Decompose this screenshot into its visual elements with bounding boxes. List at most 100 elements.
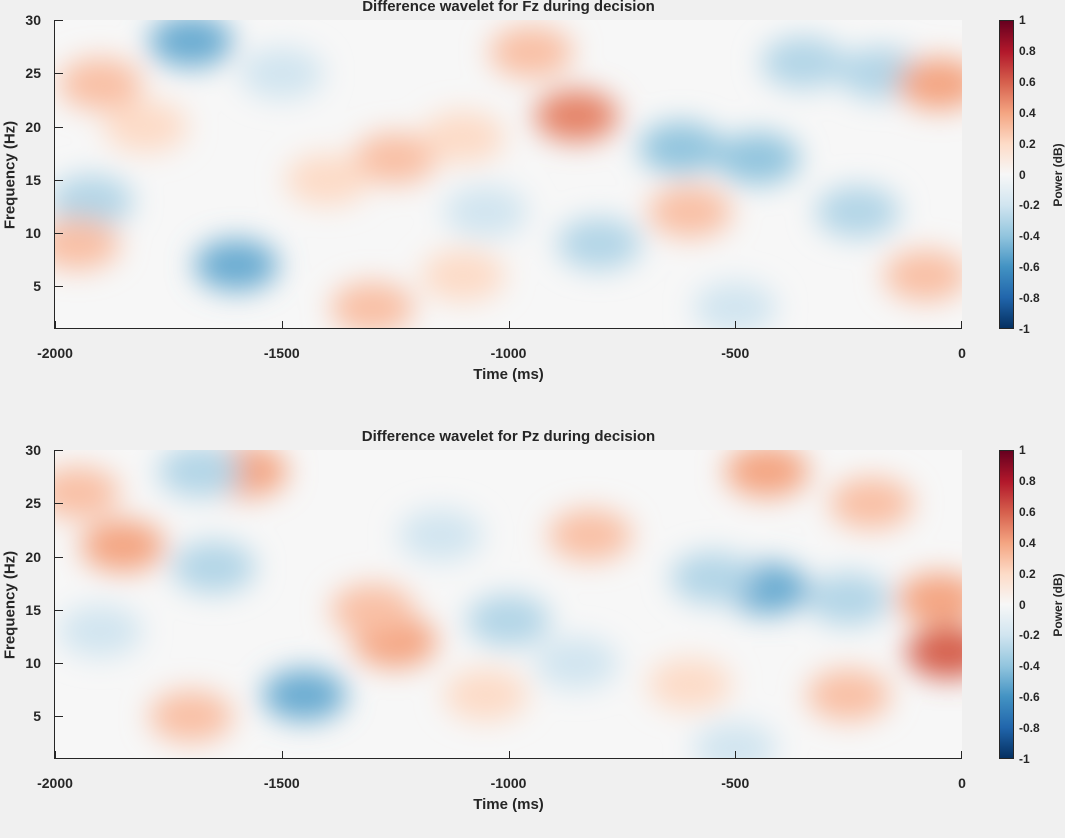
- x-tick-label: -2000: [37, 775, 73, 791]
- colorbar-tick-label: 0: [1019, 167, 1026, 182]
- x-tick-label: -1000: [490, 345, 527, 361]
- x-tick: [735, 751, 737, 759]
- heatmap-blob: [883, 249, 962, 302]
- chart-panel-pz: Difference wavelet for Pz during decisio…: [0, 428, 1065, 838]
- x-tick-label: 0: [958, 775, 966, 791]
- heatmap-blob: [55, 175, 134, 228]
- heatmap-blob: [906, 626, 962, 679]
- heatmap-blob: [489, 25, 574, 78]
- y-tick-label: 25: [25, 495, 41, 512]
- y-axis-label: Frequency (Hz): [1, 550, 19, 660]
- y-tick-label: 10: [25, 655, 41, 672]
- colorbar-tick-label: -0.2: [1019, 198, 1040, 213]
- x-tick-label: -1000: [490, 775, 527, 791]
- colorbar-tick-label: -0.4: [1019, 229, 1040, 244]
- x-tick: [961, 751, 962, 759]
- heatmap-blob: [761, 36, 846, 89]
- heatmap-blob: [693, 281, 778, 329]
- x-axis-label: Time (ms): [473, 796, 544, 813]
- heatmap-blob: [638, 121, 723, 174]
- heatmap-blob: [670, 551, 755, 604]
- heatmap-blob: [398, 509, 483, 562]
- x-tick-label: -1500: [263, 345, 300, 361]
- colorbar-tick-label: -0.6: [1019, 690, 1040, 705]
- colorbar-label: Power (dB): [1051, 573, 1065, 637]
- heatmap-blob: [897, 57, 962, 110]
- heatmap-blob: [421, 111, 506, 164]
- y-tick-label: 5: [33, 278, 41, 295]
- x-tick-label: -500: [721, 775, 750, 791]
- y-tick: [55, 503, 63, 505]
- x-axis-label: Time (ms): [473, 366, 544, 383]
- colorbar-tick-label: 0.8: [1019, 43, 1036, 58]
- x-tick: [281, 751, 283, 759]
- x-tick: [961, 321, 962, 329]
- colorbar-tick-label: 0.6: [1019, 74, 1036, 89]
- heatmap-blob: [58, 57, 143, 110]
- heatmap-blob: [829, 477, 914, 530]
- y-tick-label: 15: [25, 601, 41, 618]
- colorbar-label: Power (dB): [1051, 143, 1065, 207]
- plot-area: [55, 20, 962, 329]
- y-tick-label: 15: [25, 171, 41, 188]
- y-tick-label: 5: [33, 708, 41, 725]
- colorbar-tick-label: 0.4: [1019, 535, 1036, 550]
- heatmap-blob: [815, 185, 900, 238]
- heatmap-blob: [693, 722, 778, 759]
- x-tick: [55, 751, 56, 759]
- x-tick: [55, 321, 56, 329]
- heatmap-blob: [647, 658, 732, 711]
- chart-panel-fz: Difference wavelet for Fz during decisio…: [0, 0, 1065, 408]
- heatmap-blob: [443, 669, 528, 722]
- x-tick: [735, 321, 737, 329]
- y-tick: [55, 450, 63, 451]
- y-tick-label: 20: [25, 118, 41, 135]
- x-tick: [281, 321, 283, 329]
- y-tick-label: 30: [25, 442, 41, 458]
- colorbar-tick-label: -0.2: [1019, 628, 1040, 643]
- chart-title: Difference wavelet for Pz during decisio…: [361, 428, 656, 445]
- heatmap-blob: [239, 47, 324, 100]
- colorbar-tick-label: 0.4: [1019, 105, 1036, 120]
- y-tick: [55, 716, 63, 718]
- colorbar-tick-label: -0.8: [1019, 721, 1040, 736]
- y-tick: [55, 126, 63, 128]
- colorbar-tick-label: -1: [1019, 322, 1030, 336]
- x-tick-label: -1500: [263, 775, 300, 791]
- plot-area: [55, 450, 962, 759]
- colorbar-tick-label: -0.6: [1019, 260, 1040, 275]
- colorbar-tick-label: 0: [1019, 597, 1026, 612]
- heatmap-blob: [647, 185, 732, 238]
- heatmap-blob: [806, 669, 891, 722]
- colorbar-tick-label: -0.8: [1019, 291, 1040, 306]
- heatmap-blob: [149, 690, 234, 743]
- colorbar: [999, 20, 1014, 329]
- heatmap-blob: [557, 217, 642, 270]
- y-tick-label: 20: [25, 548, 41, 565]
- colorbar-tick-label: 0.2: [1019, 566, 1036, 581]
- heatmap-blob: [421, 249, 506, 302]
- heatmap-blob: [58, 605, 143, 658]
- heatmap-blob: [466, 594, 551, 647]
- colorbar-tick-label: 0.2: [1019, 136, 1036, 151]
- colorbar-tick-label: 0.6: [1019, 504, 1036, 519]
- heatmap-blob: [285, 153, 370, 206]
- heatmap-blob: [81, 519, 166, 572]
- y-tick: [55, 73, 63, 75]
- y-tick: [55, 179, 63, 181]
- chart-title: Difference wavelet for Fz during decisio…: [362, 0, 655, 15]
- heatmap-blob: [353, 132, 438, 185]
- heatmap-blob: [806, 573, 891, 626]
- colorbar-tick-label: -1: [1019, 752, 1030, 766]
- y-tick-label: 25: [25, 65, 41, 82]
- heatmap-blob: [194, 239, 279, 292]
- heatmap-blob: [330, 583, 415, 636]
- heatmap-blob: [715, 132, 800, 185]
- heatmap-blob: [55, 466, 120, 519]
- heatmap-blob: [103, 100, 188, 153]
- heatmap: [55, 450, 962, 759]
- heatmap-blob: [548, 509, 633, 562]
- heatmap-blob: [158, 450, 243, 498]
- heatmap: [55, 20, 962, 329]
- y-tick: [55, 609, 63, 611]
